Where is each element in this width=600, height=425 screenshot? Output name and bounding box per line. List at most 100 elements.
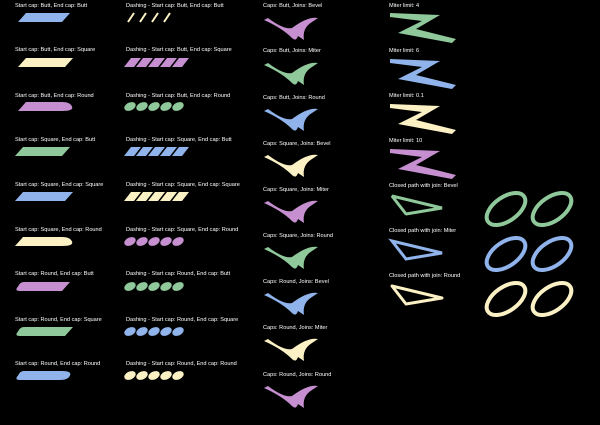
dash-segment (124, 282, 136, 291)
dash-segment (124, 102, 136, 111)
miter-label: Miter limit: 4 (389, 3, 420, 9)
closed-triangle (390, 194, 443, 216)
dash-segment (160, 237, 172, 246)
closed-loop (530, 191, 574, 227)
dash-label: Dashing - Start cap: Round, End cap: Rou… (126, 361, 237, 367)
dash-segment (160, 147, 177, 156)
dash-label: Dashing - Start cap: Round, End cap: But… (126, 271, 231, 277)
dash-label: Dashing - Start cap: Butt, End cap: Roun… (126, 93, 231, 99)
dash-segment (172, 237, 184, 246)
join-sample (264, 200, 318, 223)
closed-loop (484, 236, 528, 272)
join-label: Caps: Butt, Joins: Round (263, 95, 325, 101)
miter-sample (390, 104, 456, 134)
join-sample (264, 154, 318, 177)
join-sample (264, 108, 318, 131)
miter-label: Miter limit: 6 (389, 48, 420, 54)
dash-label: Dashing - Start cap: Butt, End cap: Squa… (126, 47, 232, 53)
cap-sample (18, 102, 73, 111)
dash-segment (136, 147, 153, 156)
dash-segment (160, 58, 177, 67)
cap-sample (18, 13, 70, 22)
cap-label: Start cap: Square, End cap: Round (15, 227, 102, 233)
dash-segment (172, 147, 189, 156)
join-label: Caps: Round, Joins: Miter (263, 325, 328, 331)
cap-label: Start cap: Round, End cap: Round (15, 361, 101, 367)
cap-sample (16, 327, 73, 336)
dash-segment (172, 371, 184, 380)
join-sample (264, 292, 318, 315)
closed-label: Closed path with join: Round (389, 273, 461, 279)
dash-segment (172, 102, 184, 111)
dash-segment (124, 147, 141, 156)
dash-segment (124, 58, 141, 67)
closed-loop (484, 281, 528, 317)
dash-segment (172, 58, 189, 67)
closed-loop (484, 191, 528, 227)
dash-segment (124, 371, 136, 380)
cap-sample (15, 147, 70, 156)
cap-label: Start cap: Butt, End cap: Butt (15, 3, 88, 9)
join-sample (264, 17, 318, 40)
join-label: Caps: Butt, Joins: Miter (263, 48, 321, 54)
dash-segment (148, 327, 160, 336)
cap-label: Start cap: Round, End cap: Square (15, 317, 102, 323)
join-label: Caps: Butt, Joins: Bevel (263, 3, 323, 9)
miter-sample (390, 149, 456, 179)
dash-segment (160, 371, 172, 380)
dash-segment (148, 371, 160, 380)
dash-segment (160, 327, 172, 336)
join-label: Caps: Round, Joins: Round (263, 372, 332, 378)
closed-loop (530, 281, 574, 317)
dash-segment (124, 237, 136, 246)
dash-segment (160, 282, 172, 291)
dash-segment (136, 58, 153, 67)
dash-segment (148, 282, 160, 291)
cap-sample (15, 192, 73, 201)
join-label: Caps: Square, Joins: Bevel (263, 141, 331, 147)
dash-segment (172, 327, 184, 336)
miter-sample (390, 13, 456, 43)
join-label: Caps: Square, Joins: Miter (263, 187, 329, 193)
cap-sample (16, 371, 71, 380)
cap-label: Start cap: Square, End cap: Butt (15, 137, 96, 143)
cap-label: Start cap: Butt, End cap: Square (15, 47, 96, 53)
miter-label: Miter limit: 10 (389, 138, 423, 144)
cap-label: Start cap: Butt, End cap: Round (15, 93, 94, 99)
dash-label: Dashing - Start cap: Butt, End cap: Butt (126, 3, 224, 9)
dash-segment (172, 192, 189, 201)
closed-loop (530, 236, 574, 272)
cap-sample (18, 58, 73, 67)
dash-segment (172, 282, 184, 291)
dash-segment (151, 12, 159, 23)
closed-label: Closed path with join: Miter (389, 228, 457, 234)
cap-sample (16, 282, 70, 291)
dash-segment (136, 327, 148, 336)
miter-label: Miter limit: 0.1 (389, 93, 424, 99)
dash-segment (124, 327, 136, 336)
join-label: Caps: Round, Joins: Bevel (263, 279, 329, 285)
dash-label: Dashing - Start cap: Square, End cap: Sq… (126, 182, 240, 188)
cap-sample (15, 237, 73, 246)
dash-segment (136, 282, 148, 291)
dash-segment (136, 237, 148, 246)
dash-segment (148, 147, 165, 156)
dash-label: Dashing - Start cap: Square, End cap: Ro… (126, 227, 239, 233)
dash-segment (160, 102, 172, 111)
join-sample (264, 62, 318, 85)
dash-segment (139, 12, 147, 23)
dash-segment (148, 58, 165, 67)
cap-label: Start cap: Round, End cap: Butt (15, 271, 94, 277)
dash-segment (148, 192, 165, 201)
dash-segment (124, 192, 141, 201)
join-label: Caps: Square, Joins: Round (263, 233, 333, 239)
dash-segment (127, 12, 135, 23)
dash-segment (148, 237, 160, 246)
dash-segment (160, 192, 177, 201)
closed-triangle (388, 238, 443, 261)
join-sample (264, 385, 318, 408)
dash-label: Dashing - Start cap: Square, End cap: Bu… (126, 137, 232, 143)
join-sample (264, 338, 318, 361)
dash-label: Dashing - Start cap: Round, End cap: Squ… (126, 317, 239, 323)
